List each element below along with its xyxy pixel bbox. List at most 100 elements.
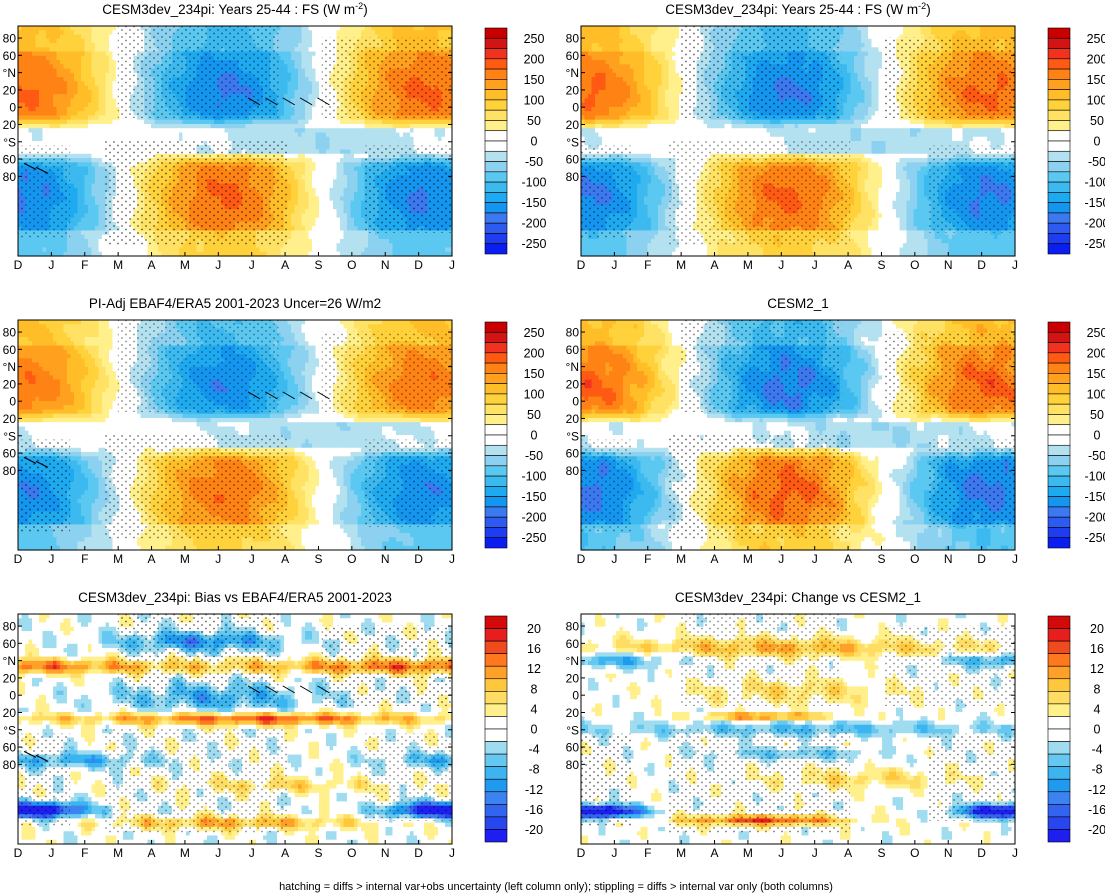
heatmap-cell (50, 128, 54, 133)
heatmap-cell (109, 120, 113, 125)
heatmap-cell (403, 124, 407, 129)
heatmap-cell (92, 39, 96, 44)
heatmap-cell (29, 103, 33, 108)
heatmap-cell (25, 47, 29, 52)
heatmap-cell (396, 120, 400, 125)
heatmap-cell (270, 120, 274, 125)
heatmap-cell (60, 98, 64, 103)
heatmap-cell (29, 86, 33, 91)
heatmap-cell (428, 26, 432, 31)
heatmap-cell (106, 124, 110, 129)
heatmap-cell (25, 90, 29, 95)
heatmap-cell (32, 60, 36, 65)
heatmap-cell (32, 69, 36, 74)
heatmap-cell (316, 26, 320, 31)
heatmap-cell (64, 124, 68, 129)
heatmap-cell (74, 60, 78, 65)
heatmap-cell (57, 94, 61, 99)
heatmap-cell (46, 26, 50, 31)
heatmap-cell (57, 98, 61, 103)
heatmap-cell (141, 120, 145, 125)
heatmap-cell (46, 30, 50, 35)
heatmap-cell (29, 124, 33, 129)
heatmap-cell (340, 120, 344, 125)
heatmap-cell (50, 98, 54, 103)
heatmap-cell (326, 26, 330, 31)
heatmap-cell (67, 103, 71, 108)
heatmap-cell (32, 56, 36, 61)
heatmap-cell (291, 60, 295, 65)
heatmap-cell (312, 124, 316, 129)
heatmap-cell (281, 30, 285, 35)
heatmap-cell (102, 98, 106, 103)
heatmap-cell (99, 26, 103, 31)
heatmap-cell (57, 69, 61, 74)
heatmap-cell (64, 77, 68, 82)
heatmap-cell (263, 120, 267, 125)
heatmap-cell (333, 124, 337, 129)
heatmap-cell (60, 94, 64, 99)
heatmap-cell (298, 103, 302, 108)
heatmap-cell (18, 98, 22, 103)
heatmap-cell (46, 115, 50, 120)
heatmap-cell (225, 124, 229, 129)
heatmap-cell (85, 81, 89, 86)
heatmap-cell (64, 69, 68, 74)
heatmap-cell (32, 103, 36, 108)
heatmap-cell (88, 120, 92, 125)
heatmap-cell (92, 60, 96, 65)
heatmap-cell (319, 26, 323, 31)
heatmap-cell (134, 124, 138, 129)
heatmap-cell (99, 30, 103, 35)
heatmap-cell (424, 120, 428, 125)
heatmap-cell (95, 69, 99, 74)
heatmap-cell (312, 73, 316, 78)
heatmap-cell (88, 43, 92, 48)
heatmap-cell (309, 69, 313, 74)
heatmap-cell (50, 124, 54, 129)
heatmap-cell (92, 107, 96, 112)
heatmap-cell (57, 107, 61, 112)
heatmap-cell (239, 120, 243, 125)
heatmap-cell (81, 115, 85, 120)
heatmap-cell (53, 124, 57, 129)
heatmap-cell (32, 81, 36, 86)
heatmap-cell (74, 35, 78, 40)
heatmap-cell (302, 111, 306, 116)
heatmap-cell (60, 35, 64, 40)
heatmap-cell (365, 120, 369, 125)
heatmap-cell (410, 124, 414, 129)
heatmap-cell (95, 52, 99, 57)
heatmap-cell (88, 52, 92, 57)
heatmap-cell (284, 115, 288, 120)
heatmap-cell (92, 26, 96, 31)
heatmap-cell (109, 52, 113, 57)
heatmap-cell (424, 30, 428, 35)
heatmap-cell (36, 115, 40, 120)
heatmap-cell (50, 26, 54, 31)
heatmap-cell (382, 30, 386, 35)
heatmap-cell (46, 43, 50, 48)
heatmap-cell (95, 111, 99, 116)
heatmap-cell (39, 35, 43, 40)
heatmap-cell (344, 26, 348, 31)
heatmap-cell (50, 77, 54, 82)
heatmap-cell (95, 56, 99, 61)
heatmap-cell (57, 90, 61, 95)
heatmap-cell (53, 52, 57, 57)
heatmap-cell (81, 64, 85, 69)
heatmap-cell (309, 111, 313, 116)
heatmap-cell (78, 26, 82, 31)
heatmap-cell (288, 124, 292, 129)
heatmap-cell (351, 30, 355, 35)
heatmap-cell (29, 77, 33, 82)
heatmap-cell (305, 107, 309, 112)
heatmap-cell (120, 124, 124, 129)
heatmap-cell (85, 94, 89, 99)
heatmap-cell (431, 26, 435, 31)
heatmap-cell (57, 120, 61, 125)
heatmap-cell (32, 94, 36, 99)
heatmap-cell (414, 120, 418, 125)
heatmap-cell (295, 111, 299, 116)
heatmap-cell (99, 56, 103, 61)
